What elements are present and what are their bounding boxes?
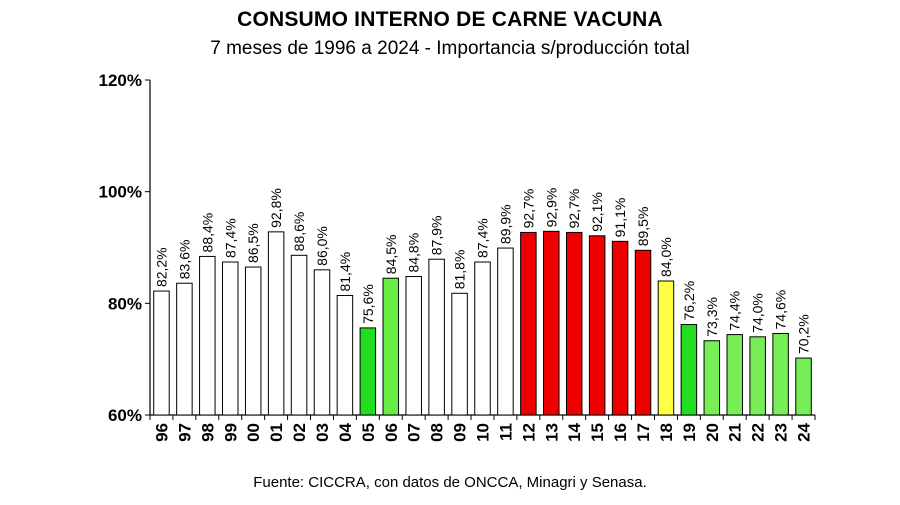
data-label-11: 89,9%	[497, 204, 513, 244]
data-label-01: 92,8%	[268, 188, 284, 228]
bar-17	[634, 249, 652, 416]
x-tick-label-01: 01	[267, 423, 286, 442]
data-label-99: 87,4%	[222, 218, 238, 258]
x-tick-label-13: 13	[542, 423, 561, 442]
data-label-08: 87,9%	[429, 216, 445, 256]
x-tick-label-08: 08	[428, 423, 447, 442]
x-tick-label-14: 14	[565, 422, 584, 441]
x-tick-label-02: 02	[290, 423, 309, 442]
bar-20	[703, 340, 721, 416]
x-tick-label-17: 17	[634, 423, 653, 442]
bar-09	[451, 292, 468, 416]
bar-24	[795, 357, 812, 416]
bar-15	[588, 235, 606, 416]
bar-98	[199, 255, 216, 416]
data-label-18: 84,0%	[658, 237, 674, 277]
data-label-07: 84,8%	[406, 233, 422, 273]
data-label-98: 88,4%	[199, 213, 215, 253]
y-tick-label: 80%	[108, 294, 142, 313]
x-tick-label-22: 22	[749, 423, 768, 442]
x-tick-label-00: 00	[244, 423, 263, 442]
x-tick-label-05: 05	[359, 423, 378, 442]
source-note: Fuente: CICCRA, con datos de ONCCA, Mina…	[253, 474, 647, 491]
chart-subtitle: 7 meses de 1996 a 2024 - Importancia s/p…	[210, 38, 690, 59]
x-tick-label-23: 23	[772, 423, 791, 442]
data-label-13: 92,9%	[543, 188, 559, 228]
data-label-21: 74,4%	[727, 291, 743, 331]
bar-05	[359, 327, 377, 416]
bar-13	[543, 230, 560, 416]
data-label-96: 82,2%	[153, 247, 169, 287]
y-tick-label: 60%	[108, 406, 142, 425]
x-tick-label-24: 24	[795, 422, 814, 441]
chart-title: CONSUMO INTERNO DE CARNE VACUNA	[237, 8, 663, 31]
data-label-12: 92,7%	[520, 189, 536, 229]
x-tick-label-20: 20	[703, 423, 722, 442]
bar-96	[153, 290, 170, 416]
data-label-09: 81,8%	[452, 250, 468, 290]
bar-12	[520, 231, 537, 416]
y-tick-label: 100%	[99, 183, 142, 202]
data-label-00: 86,5%	[245, 223, 261, 263]
x-tick-label-98: 98	[198, 423, 217, 442]
data-label-02: 88,6%	[291, 212, 307, 252]
data-label-15: 92,1%	[589, 192, 605, 232]
data-label-10: 87,4%	[475, 218, 491, 258]
x-tick-label-21: 21	[726, 423, 745, 442]
data-label-05: 75,6%	[360, 284, 376, 324]
bar-10	[474, 261, 491, 416]
x-tick-label-16: 16	[611, 423, 630, 442]
bar-03	[313, 269, 331, 416]
data-label-06: 84,5%	[383, 235, 399, 275]
x-tick-label-03: 03	[313, 423, 332, 442]
data-label-20: 73,3%	[704, 297, 720, 337]
bar-97	[176, 282, 193, 416]
x-tick-label-11: 11	[496, 423, 515, 441]
bar-23	[772, 332, 789, 416]
data-label-17: 89,5%	[635, 207, 651, 247]
x-tick-label-19: 19	[680, 423, 699, 442]
bar-04	[336, 295, 354, 416]
bar-07	[405, 276, 422, 416]
x-tick-label-15: 15	[588, 423, 607, 442]
x-tick-label-10: 10	[474, 423, 493, 442]
x-tick-label-06: 06	[382, 423, 401, 442]
bar-01	[267, 231, 285, 416]
data-label-19: 76,2%	[681, 281, 697, 321]
y-tick-label: 120%	[99, 71, 142, 90]
bar-21	[726, 334, 743, 416]
bar-19	[680, 324, 698, 416]
bar-06	[382, 277, 400, 416]
x-tick-label-07: 07	[405, 423, 424, 442]
bar-14	[565, 231, 583, 416]
data-label-03: 86,0%	[314, 226, 330, 266]
bar-99	[222, 261, 239, 416]
data-label-24: 70,2%	[796, 314, 812, 354]
bar-18	[657, 280, 675, 416]
bar-16	[611, 240, 629, 416]
bar-22	[749, 336, 766, 416]
x-tick-label-96: 96	[152, 423, 171, 442]
data-label-04: 81,4%	[337, 252, 353, 292]
x-tick-label-99: 99	[221, 423, 240, 442]
bar-00	[244, 266, 262, 416]
x-tick-label-97: 97	[175, 423, 194, 442]
data-label-23: 74,6%	[773, 290, 789, 330]
x-tick-label-12: 12	[519, 423, 538, 442]
bar-08	[428, 258, 445, 416]
data-label-14: 92,7%	[566, 189, 582, 229]
x-tick-label-04: 04	[336, 422, 355, 441]
x-tick-label-09: 09	[451, 423, 470, 442]
data-label-16: 91,1%	[612, 198, 628, 238]
x-tick-label-18: 18	[657, 423, 676, 442]
bar-02	[290, 254, 308, 416]
bar-11	[497, 247, 514, 416]
data-label-97: 83,6%	[176, 240, 192, 280]
data-label-22: 74,0%	[750, 293, 766, 333]
